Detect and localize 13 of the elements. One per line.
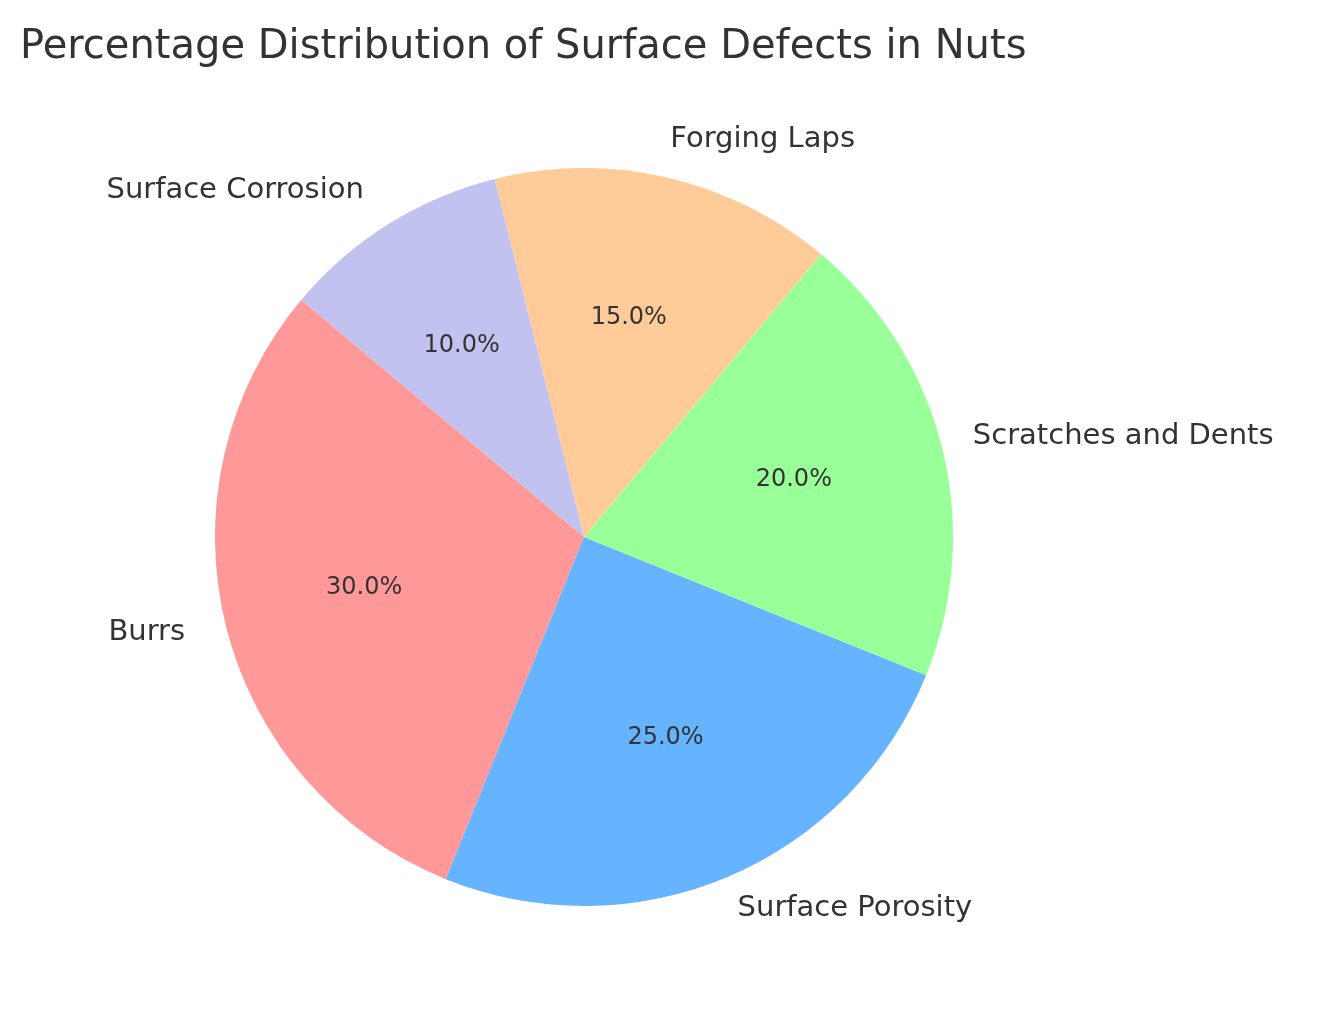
data-label: 15.0% [590,302,667,331]
pie-slice [215,299,584,880]
slice-label: Surface Porosity [737,888,973,923]
slice-label: Forging Laps [670,119,856,154]
chart-title: Percentage Distribution of Surface Defects in Nuts [20,21,1027,67]
data-label: 25.0% [627,721,704,750]
data-label: 30.0% [326,571,403,600]
data-label: 20.0% [755,464,832,493]
pie-slice [584,254,953,676]
slice-label: Scratches and Dents [972,416,1274,451]
slice-label: Burrs [108,613,186,648]
data-label: 10.0% [423,330,500,359]
slice-label: Surface Corrosion [106,170,364,205]
